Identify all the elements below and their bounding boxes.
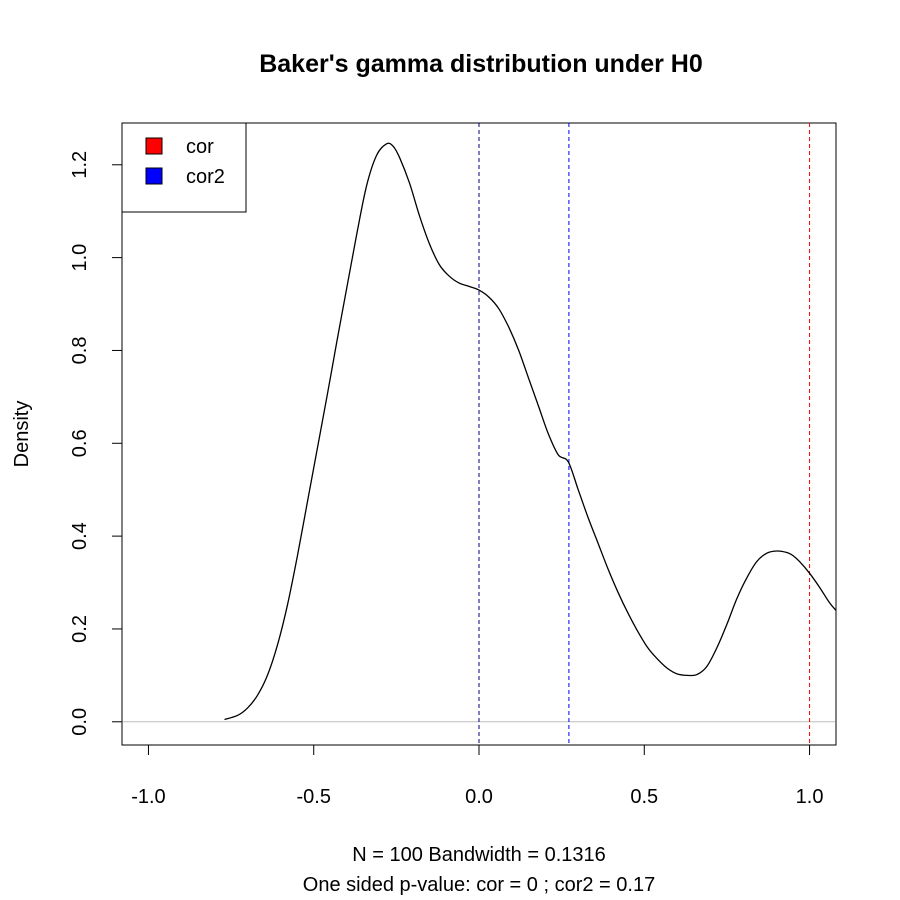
legend-box [121,122,247,213]
density-curves [224,142,837,721]
x-tick-label: 1.0 [796,786,824,808]
legend-label: cor [186,136,214,158]
x-axis-label-line2: One sided p-value: cor = 0 ; cor2 = 0.17 [303,874,655,896]
y-axis-label: Density [11,401,33,468]
axes: -1.0 -0.5 0.0 0.5 1.0 0.0 0.2 0.4 0.6 0.8 1.0 1.2 [69,151,823,808]
y-tick-label: 0.4 [69,522,91,550]
y-tick-label: 0.6 [69,429,91,457]
chart-title: Baker's gamma distribution under H0 [259,50,703,78]
y-tick-label: 1.2 [69,151,91,179]
y-tick-label: 0.0 [69,708,91,736]
legend-swatch [145,137,163,155]
legend: cor cor2 [121,122,247,213]
y-tick-label: 0.8 [69,337,91,365]
x-axis-label-line1: N = 100 Bandwidth = 0.1316 [352,844,606,866]
y-tick-label: 0.2 [69,615,91,643]
legend-swatch [145,167,163,185]
x-tick-label: -1.0 [131,786,165,808]
x-tick-label: -0.5 [296,786,330,808]
x-tick-label: 0.5 [630,786,658,808]
x-tick-label: 0.0 [465,786,493,808]
reference-lines [123,123,835,745]
density-line [224,142,837,721]
legend-label: cor2 [186,166,225,188]
y-tick-label: 1.0 [69,244,91,272]
